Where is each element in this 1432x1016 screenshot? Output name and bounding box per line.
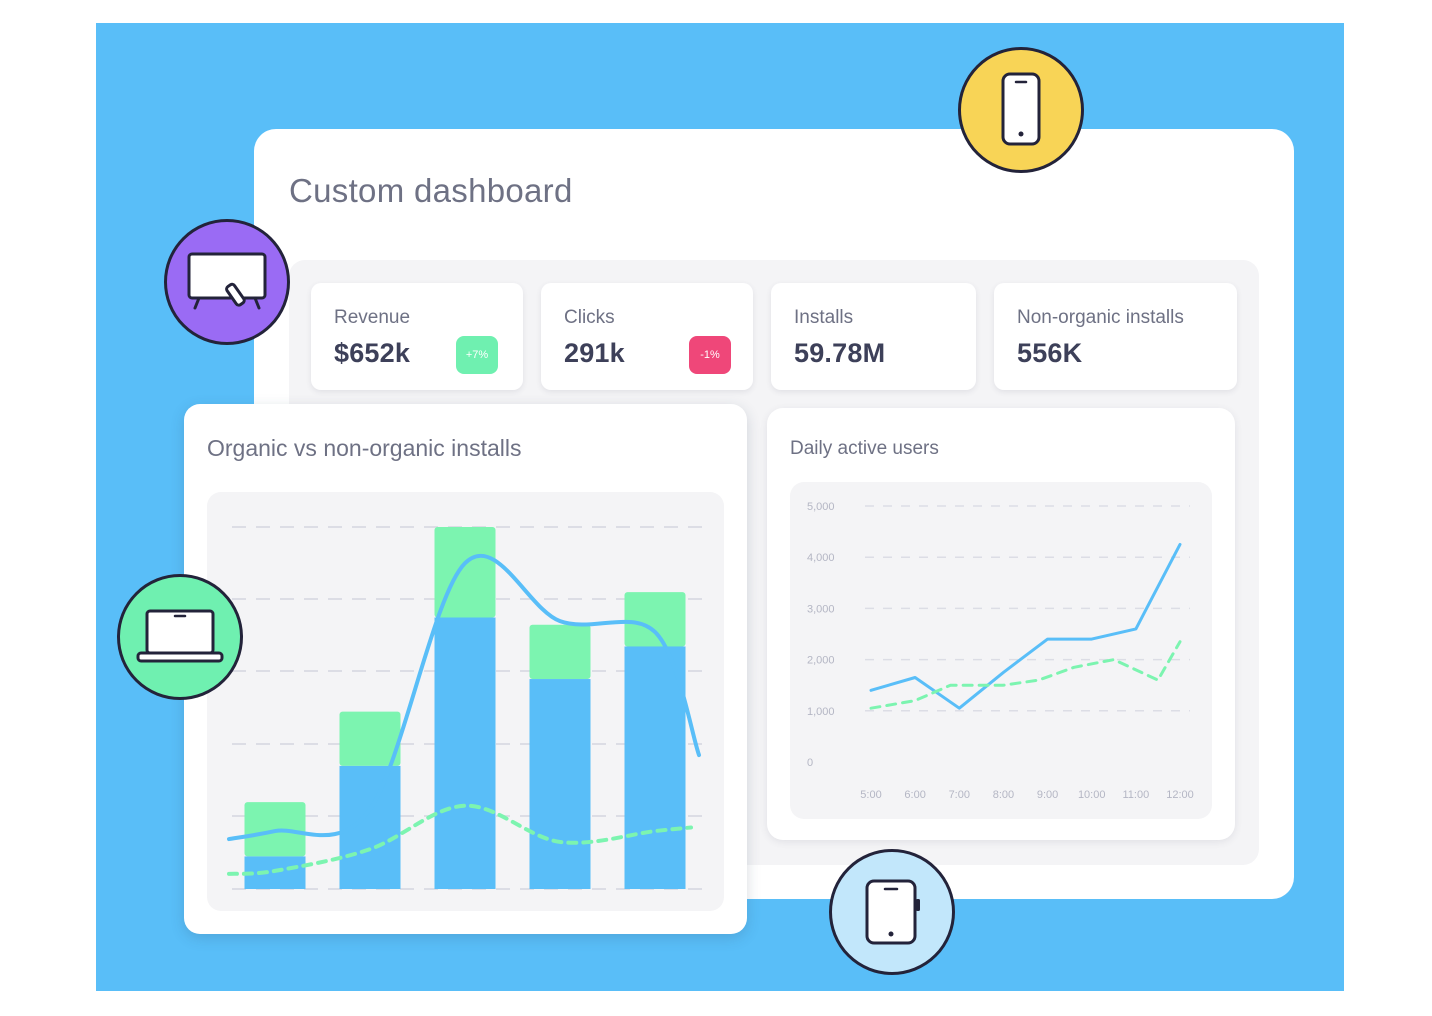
organic-installs-panel[interactable]: Organic vs non-organic installs (184, 404, 747, 934)
y-tick-label: 5,000 (807, 501, 835, 513)
kpi-card-revenue[interactable]: Revenue $652k +7% (311, 283, 523, 390)
tv-icon (187, 252, 267, 310)
kpi-label: Installs (794, 307, 854, 328)
organic-chart-area (207, 492, 724, 911)
tablet-icon (865, 879, 920, 945)
y-tick-label: 1,000 (807, 706, 835, 718)
series-line-dashed (869, 640, 1182, 710)
daily-active-users-panel[interactable]: Daily active users 0 1,000 2,000 3,000 4,000… (767, 408, 1235, 840)
bar-organic (624, 646, 686, 889)
series-line-solid (869, 542, 1182, 710)
trend-line-dashed (227, 803, 693, 876)
laptop-device-bubble (117, 574, 243, 700)
bar-non-organic (529, 624, 591, 680)
y-tick-label: 2,000 (807, 655, 835, 667)
trend-badge-up: +7% (456, 336, 498, 374)
x-tick-label: 12:00 (1166, 789, 1194, 801)
bar-non-organic (339, 711, 401, 766)
bar-non-organic (624, 592, 686, 647)
x-tick-label: 11:00 (1122, 789, 1149, 801)
x-tick-label: 9:00 (1037, 789, 1058, 801)
y-tick-label: 3,000 (807, 603, 835, 615)
kpi-card-non-organic-installs[interactable]: Non-organic installs 556K (994, 283, 1237, 390)
bar-organic (529, 679, 591, 889)
page-title: Custom dashboard (289, 172, 573, 209)
dau-line-chart: 0 1,000 2,000 3,000 4,000 5,000 5:00 6:00 7:00 8:… (807, 501, 1194, 801)
x-tick-label: 6:00 (904, 789, 925, 801)
y-tick-label: 4,000 (807, 552, 835, 564)
dau-chart-area: 0 1,000 2,000 3,000 4,000 5,000 5:00 6:00 7:00 8:… (790, 482, 1212, 819)
x-tick-label: 5:00 (860, 789, 881, 801)
chart-title: Daily active users (790, 438, 939, 459)
kpi-card-clicks[interactable]: Clicks 291k -1% (541, 283, 753, 390)
kpi-value: 291k (564, 338, 625, 368)
chart-title: Organic vs non-organic installs (207, 435, 522, 461)
kpi-label: Non-organic installs (1017, 307, 1184, 328)
x-tick-label: 10:00 (1078, 789, 1106, 801)
bar-non-organic (434, 527, 496, 618)
kpi-value: 556K (1017, 338, 1083, 368)
kpi-label: Clicks (564, 307, 615, 328)
kpi-value: $652k (334, 338, 411, 368)
kpi-label: Revenue (334, 307, 411, 328)
tablet-device-bubble (829, 849, 955, 975)
laptop-icon (136, 609, 224, 663)
kpi-value: 59.78M (794, 338, 886, 368)
kpi-card-installs[interactable]: Installs 59.78M (771, 283, 976, 390)
bar-organic (434, 617, 496, 889)
x-tick-label: 7:00 (949, 789, 970, 801)
trend-badge-down: -1% (689, 336, 731, 374)
smartphone-device-bubble (958, 47, 1084, 173)
x-tick-label: 8:00 (993, 789, 1014, 801)
organic-bar-chart (227, 526, 704, 890)
trend-line-solid (227, 553, 701, 842)
smartphone-icon (1001, 72, 1041, 146)
y-tick-label: 0 (807, 757, 813, 769)
tv-device-bubble (164, 219, 290, 345)
